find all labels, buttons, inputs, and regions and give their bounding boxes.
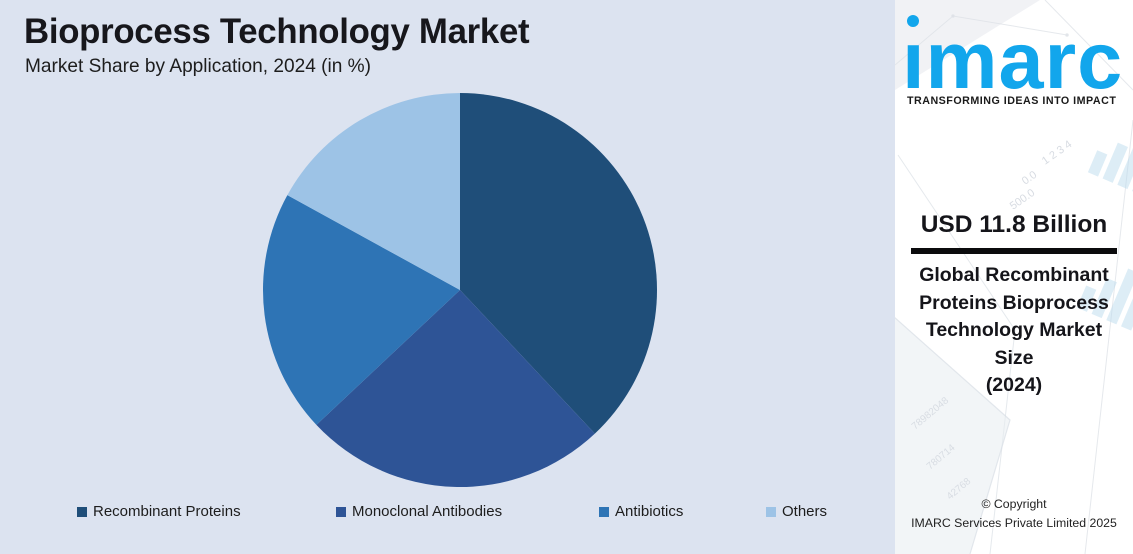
svg-text:1 2 3 4: 1 2 3 4	[1040, 138, 1074, 167]
svg-text:500.0: 500.0	[1008, 187, 1037, 213]
svg-text:0.0: 0.0	[1020, 169, 1039, 188]
